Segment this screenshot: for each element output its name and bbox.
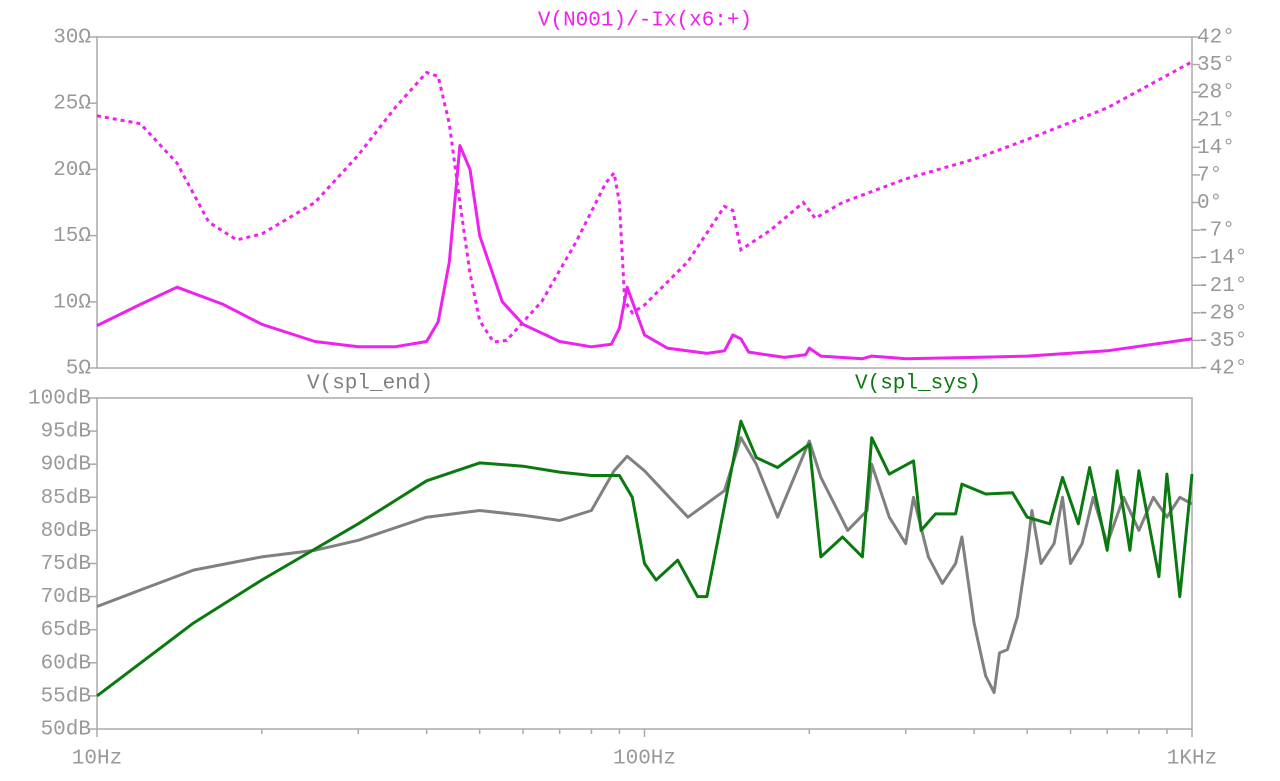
y-tick-label: 10Ω — [53, 291, 91, 314]
y-tick-label: 5Ω — [66, 358, 91, 381]
y-tick-label: 65dB — [41, 619, 91, 642]
y-tick-label: 70dB — [41, 586, 91, 609]
y2-tick-label: 14° — [1197, 137, 1235, 160]
y2-tick-label: 42° — [1197, 27, 1235, 50]
y-tick-label: 60dB — [41, 652, 91, 675]
y2-tick-label: 21° — [1197, 109, 1235, 132]
y-tick-label: 80dB — [41, 520, 91, 543]
legend-label: V(N001)/-Ix(x6:+) — [538, 10, 752, 33]
y2-tick-label: 35° — [1197, 54, 1235, 77]
y2-tick-label: -7° — [1197, 220, 1235, 243]
series-line — [96, 436, 1193, 695]
y-tick-label: 50dB — [41, 719, 91, 742]
y2-tick-label: -14° — [1197, 247, 1247, 270]
y2-tick-label: -42° — [1197, 358, 1247, 381]
x-tick-label: 10Hz — [72, 748, 122, 771]
top-frame — [96, 36, 1193, 369]
y-tick-label: 85dB — [41, 487, 91, 510]
y2-tick-label: -28° — [1197, 302, 1247, 325]
legend-label: V(spl_end) — [307, 373, 433, 396]
y-tick-label: 75dB — [41, 553, 91, 576]
series-line — [96, 419, 1194, 698]
x-tick-label: 100Hz — [613, 748, 676, 771]
y-tick-label: 95dB — [41, 421, 91, 444]
x-tick-label: 1KHz — [1167, 748, 1217, 771]
y-tick-label: 55dB — [41, 685, 91, 708]
y-tick-label: 20Ω — [53, 159, 91, 182]
y-tick-label: 100dB — [28, 388, 91, 411]
series-line — [96, 144, 1193, 361]
phase-line — [96, 60, 1193, 344]
y-tick-label: 90dB — [41, 454, 91, 477]
legend-label: V(spl_sys) — [855, 373, 981, 396]
y-tick-label: 15Ω — [53, 225, 91, 248]
y2-tick-label: 28° — [1197, 82, 1235, 105]
y-tick-label: 25Ω — [53, 93, 91, 116]
y2-tick-label: 0° — [1197, 192, 1222, 215]
y2-tick-label: -21° — [1197, 275, 1247, 298]
y-tick-label: 30Ω — [53, 27, 91, 50]
y2-tick-label: -35° — [1197, 330, 1247, 353]
y2-tick-label: 7° — [1197, 164, 1222, 187]
